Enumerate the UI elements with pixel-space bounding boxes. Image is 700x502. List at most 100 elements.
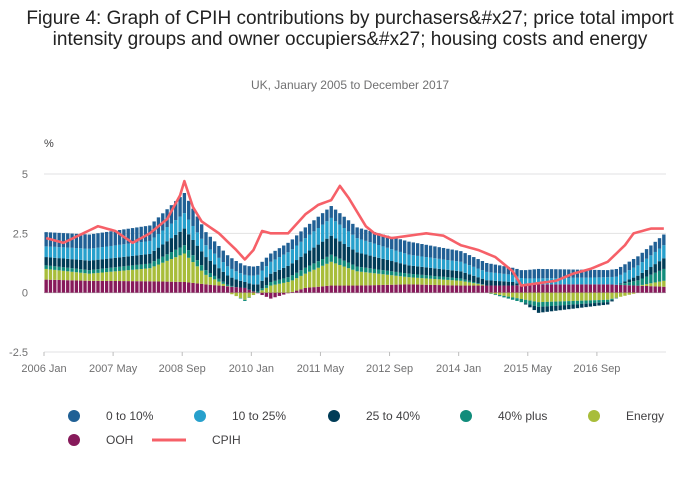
bar-segment — [580, 300, 584, 304]
bar-segment — [437, 247, 441, 259]
bar-segment — [554, 269, 558, 279]
bar-segment — [649, 267, 653, 275]
bar-segment — [463, 279, 467, 282]
bar-segment — [580, 269, 584, 278]
bar-segment — [104, 280, 109, 293]
bar-segment — [459, 271, 463, 279]
bar-segment — [251, 292, 256, 296]
bar-segment — [493, 292, 498, 295]
bar-segment — [212, 279, 217, 286]
bar-segment — [256, 274, 260, 285]
bar-segment — [187, 200, 191, 220]
bar-segment — [545, 301, 549, 307]
bar-segment — [390, 249, 394, 262]
bar-segment — [264, 292, 269, 297]
bar-segment — [299, 256, 303, 271]
bar-segment — [113, 267, 117, 272]
bar-segment — [282, 245, 286, 255]
bar-segment — [441, 285, 446, 293]
bar-segment — [342, 266, 346, 286]
bar-segment — [178, 231, 182, 248]
bar-segment — [450, 260, 454, 271]
x-tick-label: 2010 Jan — [229, 363, 274, 375]
bar-segment — [446, 277, 450, 280]
bar-segment — [398, 284, 403, 293]
bar-segment — [558, 284, 562, 293]
bar-segment — [312, 269, 316, 288]
bar-segment — [66, 267, 70, 272]
bar-segment — [109, 267, 113, 272]
bar-segment — [70, 280, 74, 293]
bar-segment — [649, 274, 653, 284]
bar-segment — [320, 259, 325, 266]
bar-segment — [286, 277, 290, 282]
bar-segment — [299, 241, 303, 257]
bar-segment — [251, 291, 256, 293]
bar-segment — [91, 280, 96, 293]
bar-segment — [498, 273, 502, 282]
bar-segment — [208, 277, 212, 285]
bar-segment — [251, 284, 256, 292]
bar-segment — [325, 209, 329, 222]
bar-segment — [571, 284, 575, 293]
bar-segment — [225, 255, 230, 267]
bar-segment — [135, 269, 139, 282]
bar-segment — [169, 238, 174, 253]
bar-segment — [562, 292, 567, 302]
bar-segment — [541, 302, 545, 307]
bar-segment — [441, 247, 446, 260]
bar-segment — [135, 264, 139, 270]
legend-item: CPIH — [152, 433, 241, 447]
bar-segment — [122, 244, 126, 257]
legend-dot-marker — [588, 410, 600, 422]
bar-segment — [169, 252, 174, 260]
bar-segment — [558, 305, 562, 311]
bar-segment — [390, 271, 394, 276]
bar-segment — [199, 251, 204, 266]
bar-segment — [299, 289, 303, 293]
bar-segment — [53, 257, 57, 267]
bar-segment — [575, 284, 580, 293]
bar-segment — [549, 306, 554, 312]
bar-segment — [130, 243, 135, 256]
bar-segment — [104, 231, 109, 247]
bar-segment — [156, 258, 161, 265]
bar-segment — [230, 286, 234, 293]
bar-segment — [230, 268, 234, 278]
bar-segment — [567, 284, 571, 293]
bar-segment — [402, 284, 407, 293]
bar-segment — [446, 279, 450, 286]
bar-segment — [44, 257, 48, 266]
bar-segment — [187, 234, 191, 251]
bar-segment — [277, 292, 282, 296]
bar-segment — [493, 280, 498, 286]
bar-segment — [66, 258, 70, 268]
bar-segment — [269, 273, 273, 282]
bar-segment — [614, 269, 619, 277]
bar-segment — [351, 285, 355, 293]
bar-segment — [364, 272, 368, 286]
bar-segment — [307, 287, 312, 293]
bar-segment — [636, 280, 640, 286]
bar-segment — [649, 255, 653, 268]
bar-segment — [156, 247, 161, 259]
bar-segment — [182, 253, 187, 282]
bar-segment — [161, 230, 165, 245]
bar-segment — [286, 265, 290, 278]
bar-segment — [247, 283, 251, 290]
bar-segment — [601, 270, 606, 278]
bar-segment — [364, 254, 368, 268]
bar-segment — [485, 280, 489, 286]
bar-segment — [61, 258, 66, 268]
bar-segment — [264, 287, 269, 293]
bar-segment — [273, 271, 277, 281]
bar-segment — [385, 274, 390, 285]
bar-segment — [165, 281, 169, 293]
bar-segment — [519, 278, 523, 285]
bar-segment — [109, 258, 113, 268]
bar-segment — [407, 254, 411, 266]
bar-segment — [364, 285, 368, 293]
bar-segment — [299, 231, 303, 242]
bar-segment — [394, 275, 398, 285]
bar-segment — [100, 259, 104, 269]
